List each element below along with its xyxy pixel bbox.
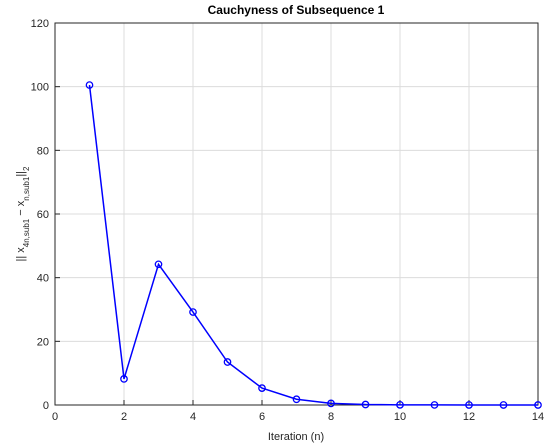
- data-point: [85, 81, 94, 89]
- data-point: [361, 400, 370, 409]
- data-point: [465, 401, 473, 409]
- data-point: [327, 399, 335, 408]
- x-tick-label: 10: [394, 411, 406, 423]
- x-tick-label: 4: [190, 411, 196, 423]
- y-tick-label: 40: [37, 273, 49, 285]
- data-point: [292, 395, 301, 404]
- y-label-part: || x: [15, 247, 27, 262]
- x-tick-label: 0: [52, 411, 58, 423]
- data-point: [499, 401, 508, 409]
- data-point: [258, 384, 266, 392]
- y-label-subscript: 2: [22, 166, 31, 171]
- x-tick-label: 2: [121, 411, 127, 423]
- y-tick-label: 20: [37, 336, 49, 348]
- data-point: [120, 375, 128, 383]
- x-tick-label: 12: [463, 411, 475, 423]
- series-line: [88, 84, 539, 406]
- y-axis-label: || x4n,sub1 − xn,sub1||2: [15, 166, 31, 262]
- y-label-part: − x: [15, 200, 27, 219]
- data-point: [430, 401, 439, 409]
- y-tick-label: 60: [37, 209, 49, 221]
- y-tick-label: 100: [31, 82, 49, 94]
- data-point: [534, 401, 542, 409]
- y-tick-label: 0: [43, 400, 49, 412]
- axes-box: [54, 22, 539, 406]
- data-point: [154, 260, 163, 269]
- data-point: [189, 308, 197, 316]
- x-tick-label: 14: [532, 411, 544, 423]
- y-tick-label: 120: [31, 18, 49, 30]
- data-point: [223, 358, 232, 366]
- x-axis-label: Iteration (n): [268, 431, 324, 443]
- data-point: [396, 400, 404, 409]
- x-tick-label: 8: [328, 411, 334, 423]
- y-label-part: ||: [15, 171, 27, 177]
- y-label-subscript: 4n,sub1: [22, 218, 31, 247]
- x-tick-label: 6: [259, 411, 265, 423]
- chart-title: Cauchyness of Subsequence 1: [208, 3, 385, 17]
- y-tick-label: 80: [37, 145, 49, 157]
- y-label-subscript: n,sub1: [22, 176, 31, 201]
